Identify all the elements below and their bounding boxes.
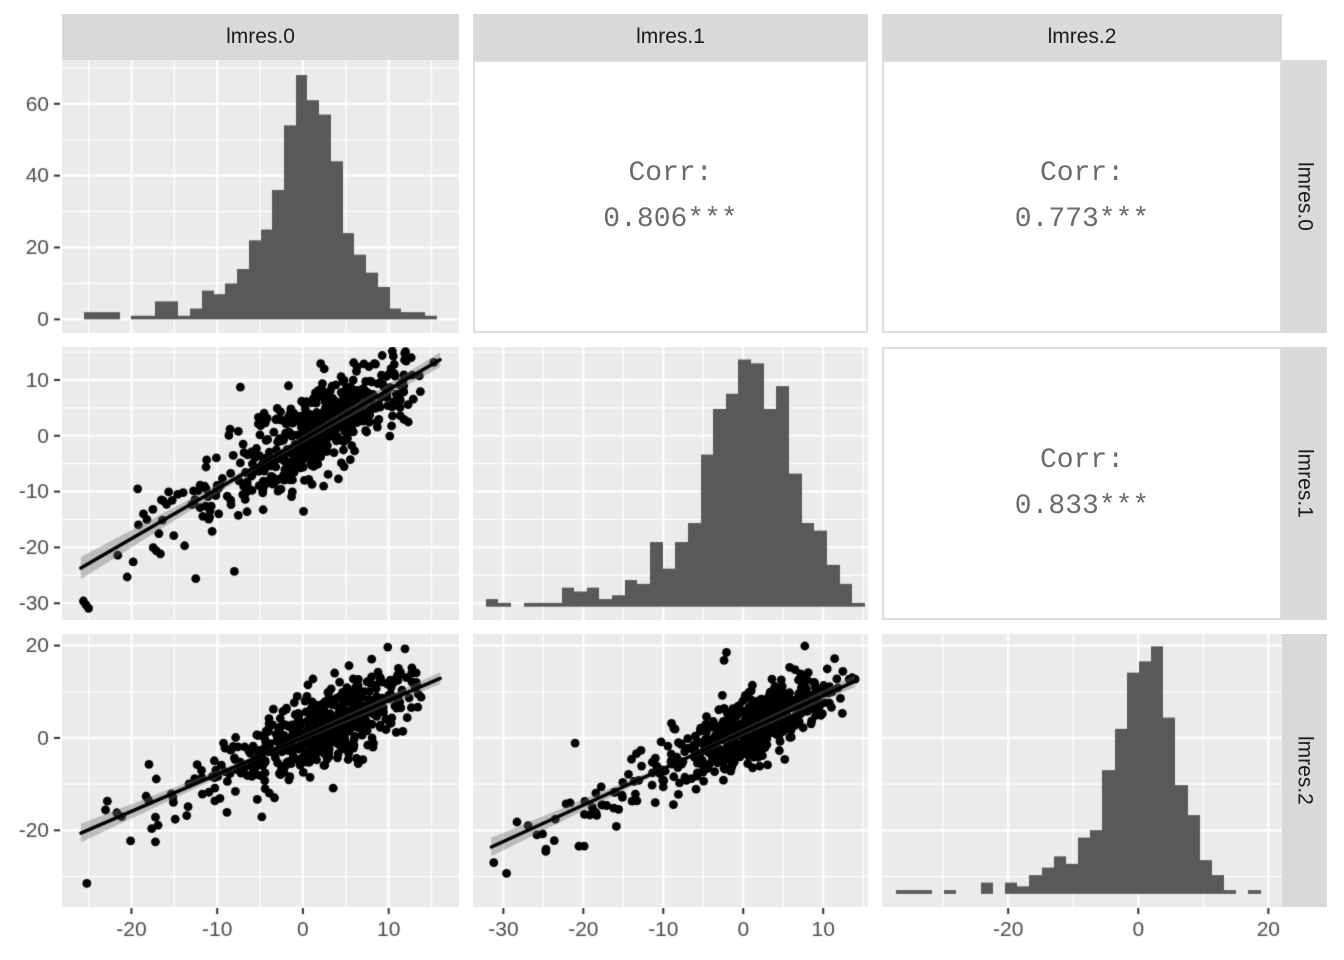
panel-corr-lmres1-lmres2: Corr: 0.833*** — [882, 347, 1282, 620]
strip-right-lmres0: lmres.0 — [1282, 60, 1327, 333]
strip-top-lmres0: lmres.0 — [62, 14, 459, 60]
panel-corr-lmres0-lmres2: Corr: 0.773*** — [882, 60, 1282, 333]
panel-histogram-lmres2 — [882, 634, 1282, 907]
strip-top-lmres2-label: lmres.2 — [1047, 25, 1117, 48]
panel-scatter-lmres2-vs-lmres1 — [473, 634, 868, 907]
corr-title: Corr: — [1039, 444, 1124, 476]
strip-top-lmres2: lmres.2 — [882, 14, 1282, 60]
strip-right-lmres2-label: lmres.2 — [1293, 736, 1317, 805]
strip-top-lmres1-label: lmres.1 — [636, 25, 705, 48]
corr-value: 0.773*** — [1014, 203, 1150, 235]
strip-right-lmres2: lmres.2 — [1282, 634, 1327, 907]
panel-histogram-lmres1 — [473, 347, 868, 620]
strip-right-lmres0-label: lmres.0 — [1293, 162, 1317, 231]
strip-right-lmres1: lmres.1 — [1282, 347, 1327, 620]
panel-corr-lmres0-lmres1: Corr: 0.806*** — [473, 60, 868, 333]
panel-scatter-lmres2-vs-lmres0 — [62, 634, 459, 907]
strip-right-lmres1-label: lmres.1 — [1293, 449, 1317, 518]
corr-value: 0.833*** — [1014, 490, 1150, 522]
panel-histogram-lmres0 — [62, 60, 459, 333]
panel-scatter-lmres1-vs-lmres0 — [62, 347, 459, 620]
strip-top-lmres0-label: lmres.0 — [226, 25, 295, 48]
corr-title: Corr: — [1039, 157, 1124, 189]
strip-top-lmres1: lmres.1 — [473, 14, 868, 60]
corr-title: Corr: — [628, 157, 713, 189]
corr-value: 0.806*** — [603, 203, 738, 235]
